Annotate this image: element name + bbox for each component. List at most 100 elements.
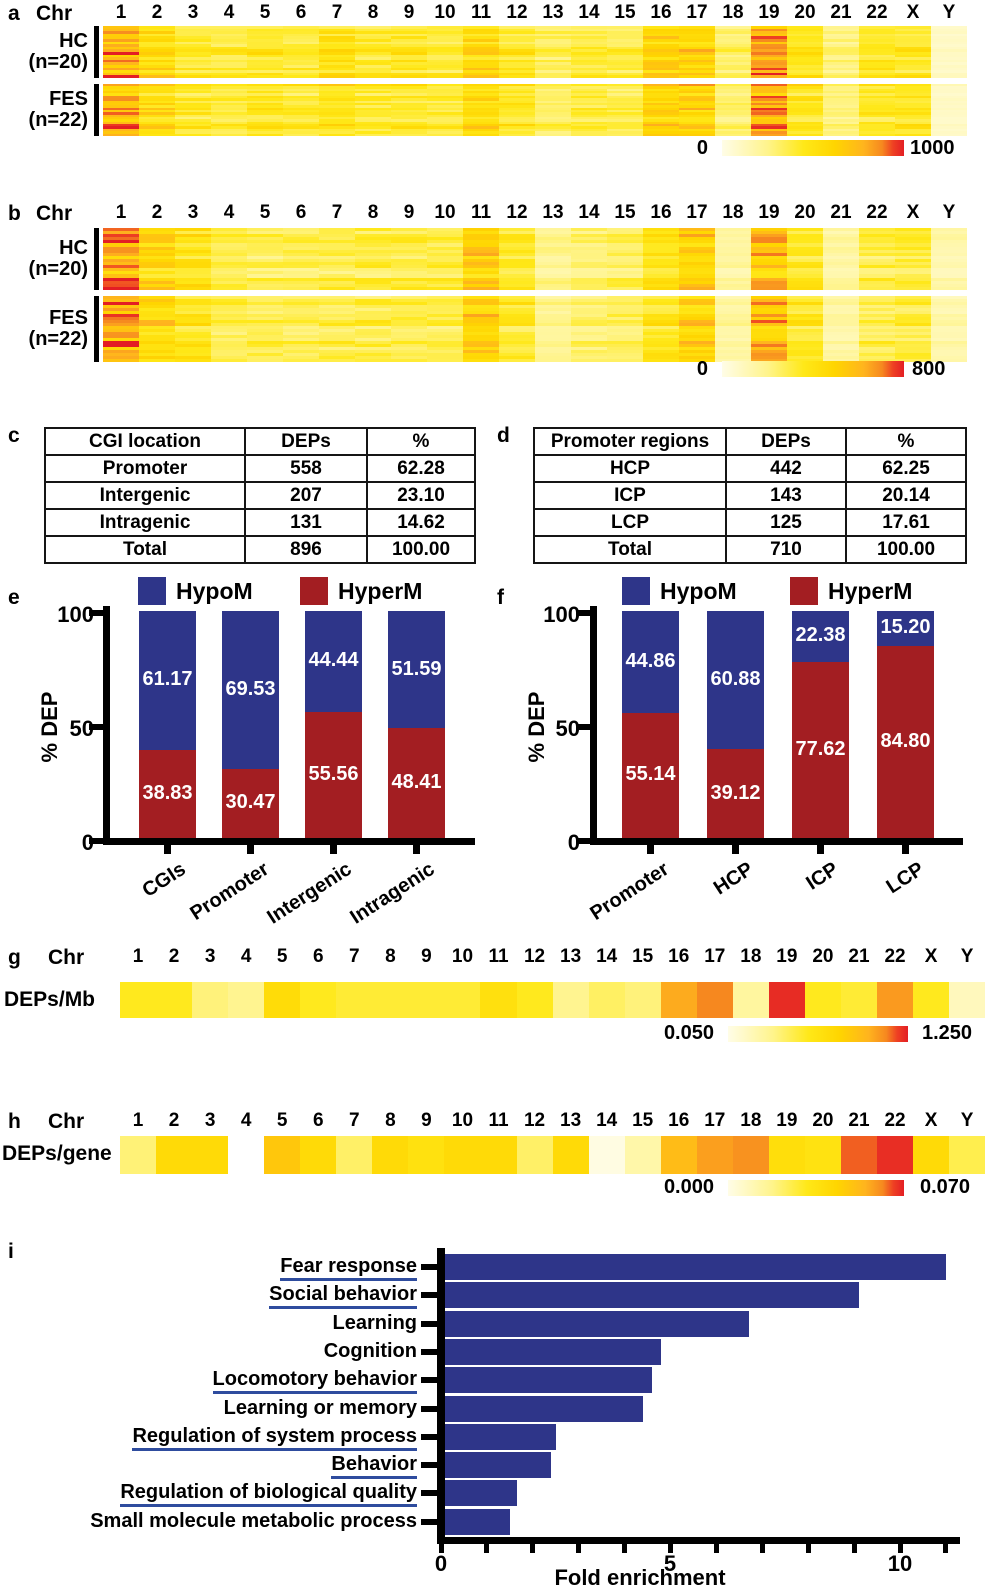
heatmap-cell: [247, 350, 283, 353]
heatmap-cell: [679, 72, 715, 76]
heatmap-cell: [823, 88, 859, 92]
heatmap-cell: [499, 265, 535, 269]
heatmap-cell: [319, 302, 355, 305]
heatmap-cell: [139, 356, 175, 359]
heatmap-cell: [607, 329, 643, 332]
heatmap-cell: [175, 49, 211, 52]
panel-h-row-label: DEPs/gene: [2, 1142, 112, 1165]
heatmap-row: [103, 317, 967, 320]
heatmap-cell: [679, 237, 715, 241]
heatmap-cell: [463, 131, 499, 134]
heatmap-cell: [823, 31, 859, 34]
heatmap-cell: [535, 84, 571, 87]
heatmap-cell: [535, 308, 571, 311]
heatmap-cell: [499, 350, 535, 353]
heatmap-cell: [787, 311, 823, 314]
heatmap-cell: [607, 38, 643, 42]
heatmap-cell: [571, 72, 607, 76]
heatmap-cell: [895, 105, 931, 108]
heatmap-cell: [355, 33, 391, 37]
heatmap-cell: [535, 93, 571, 96]
category-label: HCP: [710, 858, 758, 900]
heatmap-cell: [175, 265, 211, 269]
heatmap-cell: [283, 326, 319, 329]
heatmap-cell: [355, 277, 391, 281]
heatmap-cell: [751, 249, 787, 253]
heatmap-row: [103, 93, 967, 96]
heatmap-cell: [607, 262, 643, 266]
heatmap-cell: [499, 353, 535, 356]
heatmap-row: [103, 72, 967, 76]
heatmap-cell: [823, 41, 859, 45]
heatmap-cell: [103, 265, 139, 269]
heatmap-cell: [696, 982, 733, 1018]
heatmap-cell: [931, 117, 967, 120]
heatmap-cell: [679, 107, 715, 110]
heatmap-cell: [391, 86, 427, 89]
heatmap-cell: [427, 62, 463, 65]
heatmap-cell: [499, 131, 535, 134]
heatmap-cell: [859, 33, 895, 37]
panel-g-chr-header: Chr: [48, 946, 85, 969]
heatmap-cell: [895, 320, 931, 323]
heatmap-cell: [787, 243, 823, 247]
heatmap-cell: [247, 231, 283, 235]
heatmap-cell: [463, 72, 499, 76]
heatmap-cell: [175, 128, 211, 132]
heatmap-cell: [247, 338, 283, 341]
panel-g-colorbar-min: 0.050: [663, 1022, 714, 1044]
heatmap-cell: [319, 338, 355, 341]
heatmap-cell: [931, 305, 967, 308]
heatmap-cell: [823, 107, 859, 110]
heatmap-cell: [319, 353, 355, 356]
heatmap-cell: [319, 114, 355, 118]
heatmap-cell: [931, 109, 967, 113]
heatmap-cell: [895, 268, 931, 272]
heatmap-cell: [535, 62, 571, 65]
heatmap-cell: [211, 72, 247, 76]
heatmap-row: [103, 117, 967, 120]
heatmap-cell: [175, 320, 211, 323]
heatmap-cell: [535, 359, 571, 362]
heatmap-cell: [211, 128, 247, 132]
heatmap-cell: [859, 277, 895, 281]
heatmap-cell: [895, 102, 931, 106]
heatmap-cell: [607, 70, 643, 73]
heatmap-cell: [931, 252, 967, 256]
heatmap-cell: [607, 51, 643, 55]
heatmap-row: [103, 91, 967, 94]
heatmap-cell: [607, 255, 643, 259]
heatmap-cell: [715, 344, 751, 347]
heatmap-cell: [931, 335, 967, 338]
heatmap-cell: [571, 314, 607, 317]
heatmap-cell: [319, 75, 355, 78]
heatmap-cell: [319, 105, 355, 108]
heatmap-cell: [895, 117, 931, 120]
heatmap-cell: [355, 359, 391, 362]
heatmap-cell: [139, 350, 175, 353]
heatmap-cell: [571, 356, 607, 359]
heatmap-cell: [571, 121, 607, 125]
heatmap-cell: [391, 299, 427, 302]
hyperm-legend-swatch: [300, 577, 328, 605]
heatmap-cell: [175, 286, 211, 290]
heatmap-cell: [247, 41, 283, 45]
chr-label: 8: [385, 946, 396, 967]
heatmap-cell: [823, 286, 859, 290]
heatmap-cell: [247, 67, 283, 71]
heatmap-cell: [499, 296, 535, 299]
chr-label: 10: [451, 1110, 474, 1131]
heatmap-cell: [355, 102, 391, 106]
heatmap-cell: [319, 332, 355, 335]
heatmap-cell: [607, 88, 643, 92]
category-label: LCP: [881, 858, 928, 899]
heatmap-cell: [355, 302, 391, 305]
heatmap-cell: [535, 317, 571, 320]
heatmap-cell: [535, 114, 571, 118]
heatmap-cell: [499, 234, 535, 238]
heatmap-cell: [895, 335, 931, 338]
heatmap-cell: [211, 93, 247, 96]
heatmap-cell: [571, 107, 607, 110]
heatmap-cell: [139, 231, 175, 235]
heatmap-cell: [103, 274, 139, 278]
